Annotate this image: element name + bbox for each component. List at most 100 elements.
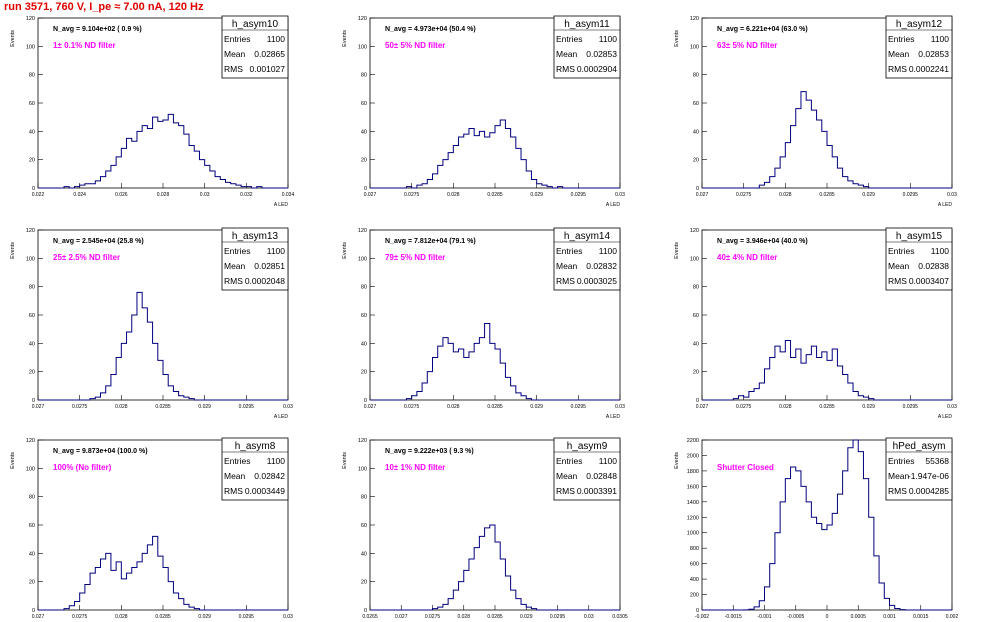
stats-label: Mean (556, 261, 578, 271)
y-tick-label: 120 (26, 228, 35, 234)
x-tick-label: 0.0275 (72, 614, 88, 620)
stats-label: Entries (888, 456, 914, 466)
stats-value: 1100 (599, 456, 618, 466)
y-tick-label: 1000 (687, 531, 699, 537)
stats-label: Mean (888, 49, 910, 59)
y-tick-label: 60 (29, 101, 35, 107)
x-axis-title: A LED (938, 414, 953, 420)
stats-box (553, 437, 621, 501)
page-title: run 3571, 760 V, I_pe ≈ 7.00 nA, 120 Hz (4, 1, 204, 13)
stats-box (553, 227, 621, 291)
histogram-panel-h_asym11: 0 20 40 60 80 100 120 0.027 0.0275 0.028 0.0285 0.0… (342, 15, 625, 208)
stats-value: 0.02853 (918, 49, 949, 59)
x-tick-label: 0.0005 (851, 614, 867, 620)
y-tick-label: 40 (29, 129, 35, 135)
histogram-panel-h_asym10: 0 20 40 60 80 100 120 0.022 0.024 0.026 0.028 0.03 0… (10, 15, 294, 208)
stats-label: Mean (224, 471, 246, 481)
y-tick-label: 0 (32, 608, 35, 614)
y-tick-label: 100 (358, 466, 367, 472)
histogram-line (702, 91, 952, 189)
y-tick-label: 20 (29, 580, 35, 586)
y-tick-label: 120 (358, 16, 367, 22)
x-tick-label: 0.0285 (819, 404, 835, 410)
y-tick-label: 0 (696, 608, 699, 614)
x-tick-label: 0.028 (447, 192, 460, 198)
stats-value: 0.02865 (254, 49, 285, 59)
navg-label: N_avg = 3.946e+04 (40.0 %) (717, 238, 808, 245)
stats-value: -1.947e-06 (908, 471, 949, 481)
y-axis-title: Events (10, 242, 16, 259)
stats-label: RMS (224, 486, 243, 496)
stats-label: RMS (888, 486, 907, 496)
x-tick-label: 0.028 (447, 404, 460, 410)
x-tick-label: 0.029 (530, 192, 543, 198)
x-tick-label: 0.0285 (487, 404, 503, 410)
y-tick-label: 20 (29, 158, 35, 164)
x-tick-label: 0.0305 (612, 614, 628, 620)
hist-name: hPed_asym (893, 441, 946, 452)
y-tick-label: 60 (29, 313, 35, 319)
stats-value: 1100 (599, 34, 618, 44)
x-tick-label: 0.0265 (362, 614, 378, 620)
stats-value: 0.0003449 (245, 486, 285, 496)
stats-label: RMS (224, 64, 243, 74)
stats-label: RMS (888, 276, 907, 286)
stats-value: 0.0003025 (577, 276, 617, 286)
histogram-panel-hPed_asym: 0 200 400 600 800 1000 1200 1400 1600 1800 2000 220… (674, 437, 959, 620)
y-tick-label: 200 (690, 593, 699, 599)
stats-box (885, 15, 953, 79)
x-tick-label: 0.028 (457, 614, 470, 620)
y-axis-title: Events (342, 452, 348, 469)
y-axis-title: Events (10, 452, 16, 469)
x-tick-label: 0.029 (530, 404, 543, 410)
y-tick-label: 60 (693, 101, 699, 107)
navg-label: N_avg = 6.221e+04 (63.0 %) (717, 26, 808, 33)
histogram-line (702, 439, 952, 611)
histogram-line (38, 291, 288, 401)
stats-label: Mean (224, 261, 246, 271)
stats-value: 0.02842 (254, 471, 285, 481)
navg-label: N_avg = 9.104e+02 ( 0.9 %) (53, 26, 142, 33)
hist-name: h_asym14 (564, 231, 611, 242)
x-tick-label: 0.029 (198, 614, 211, 620)
stats-label: RMS (556, 64, 575, 74)
y-tick-label: 40 (361, 551, 367, 557)
y-tick-label: 80 (29, 285, 35, 291)
y-tick-label: 1800 (687, 469, 699, 475)
stats-value: 0.0003391 (577, 486, 617, 496)
x-tick-label: 0.03 (615, 192, 625, 198)
histogram-line (38, 113, 288, 189)
y-tick-label: 80 (693, 73, 699, 79)
x-tick-label: -0.0015 (725, 614, 742, 620)
stats-value: 0.0002904 (577, 64, 617, 74)
x-tick-label: 0.027 (395, 614, 408, 620)
y-tick-label: 80 (361, 285, 367, 291)
navg-label: N_avg = 4.973e+04 (50.4 %) (385, 26, 476, 33)
x-tick-label: 0.027 (696, 404, 709, 410)
stats-box (885, 227, 953, 291)
stats-value: 0.02832 (586, 261, 617, 271)
x-tick-label: 0.032 (240, 192, 253, 198)
filter-label: 10± 1% ND filter (385, 463, 445, 472)
x-tick-label: 0.0285 (155, 614, 171, 620)
hist-name: h_asym15 (896, 231, 943, 242)
x-tick-label: 0.002 (946, 614, 959, 620)
x-tick-label: 0.0275 (72, 404, 88, 410)
x-tick-label: 0.029 (862, 404, 875, 410)
y-tick-label: 80 (361, 495, 367, 501)
x-axis-title: A LED (274, 414, 289, 420)
filter-label: 40± 4% ND filter (717, 253, 777, 262)
x-tick-label: 0.0295 (903, 192, 919, 198)
x-tick-label: 0.0295 (903, 404, 919, 410)
x-tick-label: 0.0275 (404, 404, 420, 410)
filter-label: 25± 2.5% ND filter (53, 253, 120, 262)
y-tick-label: 100 (358, 256, 367, 262)
x-tick-label: 0.0285 (487, 192, 503, 198)
stats-label: Mean (556, 471, 578, 481)
x-tick-label: 0.027 (364, 192, 377, 198)
x-tick-label: -0.002 (695, 614, 709, 620)
x-tick-label: 0.0275 (404, 192, 420, 198)
x-tick-label: 0.028 (157, 192, 170, 198)
stats-box (221, 15, 289, 79)
